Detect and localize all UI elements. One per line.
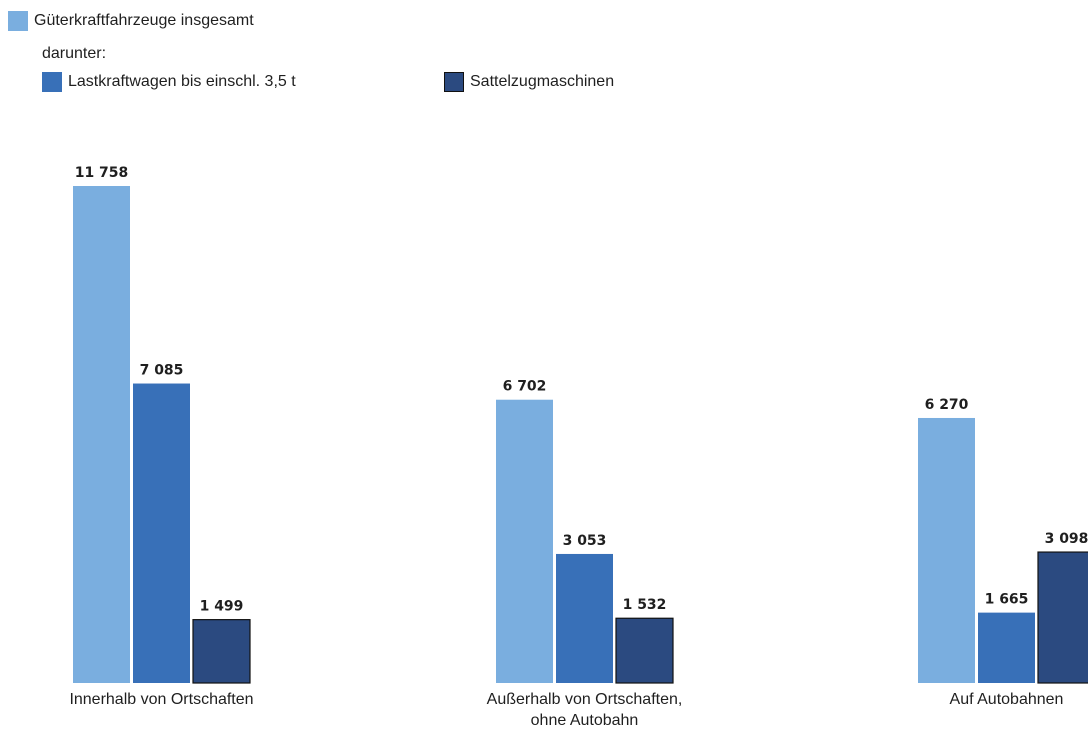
- category-label-1-0: Außerhalb von Ortschaften,: [487, 691, 683, 708]
- bar-0-0: [73, 186, 130, 683]
- legend-item-sattelzug: Sattelzugmaschinen: [444, 72, 614, 92]
- category-label-0-0: Innerhalb von Ortschaften: [69, 691, 253, 708]
- data-label-0-1: 7 085: [140, 363, 184, 379]
- bar-2-0: [918, 417, 975, 683]
- legend-swatch-total: [8, 11, 28, 31]
- data-label-2-2: 3 098: [1045, 531, 1088, 547]
- legend-swatch-lkw: [42, 72, 62, 92]
- data-label-2-1: 1 665: [985, 592, 1029, 608]
- legend-item-total: Güterkraftfahrzeuge insgesamt: [8, 11, 254, 31]
- legend-label-total: Güterkraftfahrzeuge insgesamt: [34, 12, 254, 29]
- bar-1-1: [556, 553, 613, 683]
- bar-2-1: [978, 612, 1035, 683]
- bar-2-2: [1037, 551, 1088, 684]
- data-label-1-1: 3 053: [563, 533, 607, 549]
- data-label-2-0: 6 270: [925, 397, 969, 413]
- category-label-2-0: Auf Autobahnen: [950, 691, 1064, 708]
- data-label-0-0: 11 758: [75, 165, 129, 181]
- bar-1-2: [615, 617, 674, 684]
- bar-0-2: [192, 619, 251, 684]
- bar-0-1: [133, 383, 190, 683]
- legend-swatch-sattelzug: [444, 72, 464, 92]
- data-label-1-0: 6 702: [503, 379, 547, 395]
- data-label-1-2: 1 532: [623, 597, 667, 613]
- data-label-0-2: 1 499: [200, 599, 244, 615]
- legend-item-lkw: Lastkraftwagen bis einschl. 3,5 t: [42, 72, 296, 92]
- legend-label-lkw: Lastkraftwagen bis einschl. 3,5 t: [68, 73, 296, 90]
- bar-1-0: [496, 399, 553, 683]
- legend-subheading: darunter:: [42, 45, 107, 62]
- legend-label-sattelzug: Sattelzugmaschinen: [470, 73, 615, 90]
- category-label-1-1: ohne Autobahn: [531, 712, 639, 729]
